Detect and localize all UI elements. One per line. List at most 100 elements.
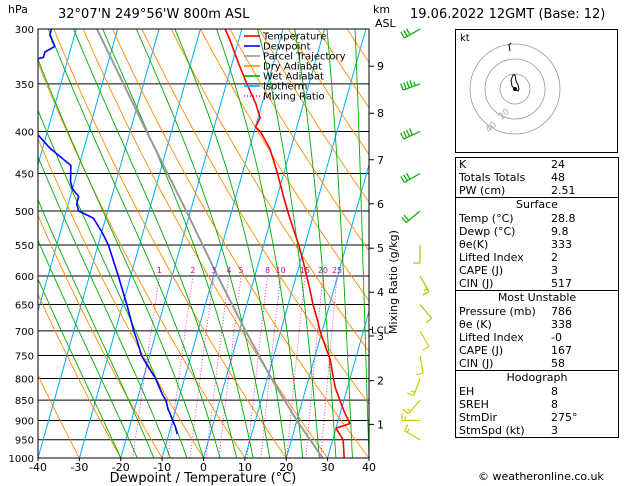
wind-barbs [400,28,433,441]
wind-barb-flag [401,216,407,223]
surface-row: CAPE (J) 3 [459,264,558,277]
pressure-tick-label: 700 [15,327,34,338]
mixing-ratio-label: 3 [211,266,216,275]
mixing-ratio-line [218,275,242,458]
pressure-tick-label: 750 [15,351,34,362]
mixing-ratio-line [320,275,338,458]
dry-adiabat-line [258,29,369,203]
surface-title: Surface [456,197,618,212]
legend-entry-label: Temperature [262,32,326,43]
wind-barb [401,210,421,224]
wind-barb [419,304,433,324]
index-row-pw: PW (cm) 2.51 [459,184,576,197]
dry-adiabat-line [38,214,163,458]
indices-table: K 24 Totals Totals 48 PW (cm) 2.51 Surface … [455,157,619,438]
wind-barb-flag [400,31,405,39]
mixing-ratio-labels: 1 2 3 4 5 8 10 15 20 25 [157,266,342,275]
dry-adiabat-line [170,29,369,353]
thermo-background-lines [38,29,369,458]
wet-adiabat-line [216,29,304,458]
pressure-tick-label: 900 [15,416,34,427]
wind-barb-half-flag [406,428,410,433]
mixing-ratio-label: 4 [226,266,231,275]
x-tick-label: -10 [153,461,171,474]
pressure-tick-label: 850 [15,396,34,407]
wind-barb [402,399,421,415]
pressure-tick-labels: 300 350 400 450 500 550 600 650 700 750 800 850 900 9… [9,25,34,465]
wet-adiabat-line [354,29,369,458]
wet-adiabat-line [135,29,271,458]
wind-barb-flag [422,291,430,296]
isotherm-line [285,162,369,458]
km-tick-label: 6 [377,198,384,211]
wind-barb-shaft [419,275,430,292]
isotherm-line [327,309,369,458]
wind-barb-shaft [419,330,430,347]
wind-barb [400,79,421,91]
mixing-ratio-line [260,275,281,458]
surface-row: Dewp (°C) 9.8 [459,225,569,238]
surface-row: Temp (°C) 28.8 [459,212,576,225]
mixing-ratio-axis-label: Mixing Ratio (g/kg) [387,230,400,334]
hodograph-kt-label: kt [460,33,470,44]
surface-row: CIN (J) 517 [459,277,572,290]
dry-adiabat-line [288,29,369,156]
most-unstable-title: Most Unstable [456,290,618,305]
wind-barb-flag [402,408,409,415]
pressure-tick-label: 650 [15,301,34,312]
hodograph-trace [510,74,520,92]
km-tick-label: 3 [377,330,384,343]
wind-barb-flag [400,83,404,91]
dry-adiabat-line [38,293,122,458]
hodograph-ring [484,58,546,120]
wind-barb [419,330,430,351]
wind-barb-shaft [407,399,421,415]
km-tick-label: 4 [377,286,384,299]
wet-adiabat-line [257,29,320,458]
wind-barb-flag [406,172,411,180]
km-tick-label: 8 [377,107,384,120]
wind-barb-flag [406,28,411,36]
legend-entry-label: Mixing Ratio [263,92,325,103]
wind-barb-shaft [403,130,421,140]
wet-adiabat-line [174,29,287,458]
index-row-k: K 24 [459,158,565,171]
mixing-ratio-line [246,275,268,458]
temperature-tick-labels: -40 -30 -20 -10 0 10 20 30 40 [29,458,376,474]
pressure-tick-label: 400 [15,128,34,139]
mixing-ratio-line [189,275,215,458]
hodograph-ring [469,43,561,135]
wind-barb-flag [406,81,410,89]
legend-entry-label: Dewpoint [263,42,311,53]
date-title: 19.06.2022 12GMT (Base: 12) [410,7,606,22]
wind-barb-flag [407,392,415,396]
hpa-unit-label: hPa [8,3,28,16]
wet-adiabat-line [38,198,155,458]
wind-barb [416,355,424,376]
dry-adiabat-line [141,29,369,405]
wet-adiabat-line [326,29,353,458]
wind-barb-flag [403,424,409,432]
isotherm-line [78,29,201,458]
dry-adiabat-line [53,29,287,458]
pressure-tick-label: 450 [15,169,34,180]
mixing-ratio-label: 8 [265,266,270,275]
x-tick-label: 20 [279,461,293,474]
x-tick-label: 40 [362,461,376,474]
wind-barb [403,424,421,441]
series-line-temperature [224,29,351,458]
mu-row: θe (K) 338 [459,318,572,331]
wet-adiabat-line [38,155,171,458]
isotherm-line [38,29,160,458]
index-row-totals: Totals Totals 48 [459,171,565,184]
mixing-ratio-label: 1 [157,266,162,275]
mixing-ratio-line [167,275,194,458]
location-title: 32°07'N 249°56'W 800m ASL [58,7,250,22]
hodograph-rings [469,43,561,135]
wet-adiabat-line [38,239,138,458]
series-line-parcel-trajectory [96,29,324,458]
wind-barb-flag [403,131,408,138]
mixing-ratio-line [286,275,306,458]
wind-barb-half-flag [407,408,411,412]
legend-entry-label: Dry Adiabat [263,62,322,73]
